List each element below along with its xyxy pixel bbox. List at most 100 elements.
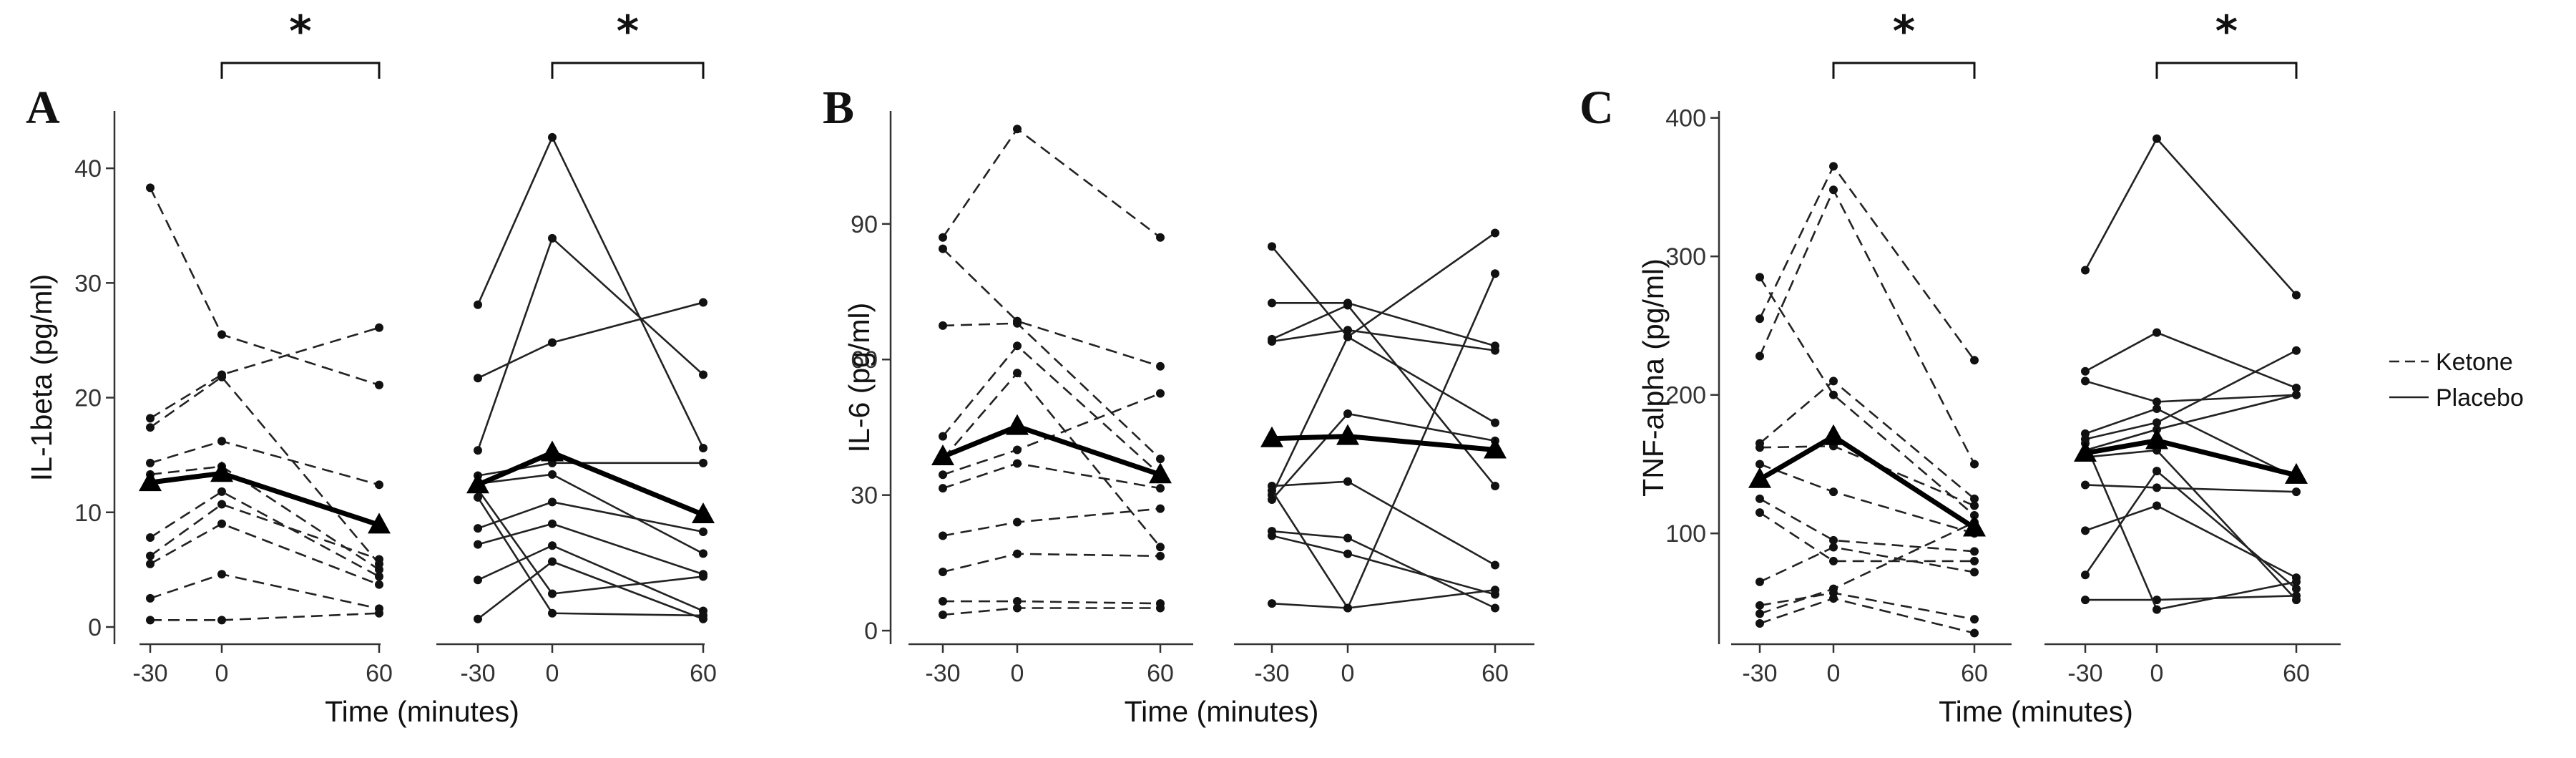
subject-line — [942, 607, 1160, 616]
x-tick-label: 0 — [2150, 660, 2164, 687]
data-point — [217, 616, 226, 625]
subject-line — [476, 488, 704, 595]
x-tick-label: 60 — [1482, 660, 1509, 687]
data-point — [1013, 445, 1022, 455]
data-point — [2153, 418, 2161, 427]
data-point — [2292, 384, 2301, 393]
subject-line — [1271, 303, 1497, 487]
x-axis-title: Time (minutes) — [1125, 695, 1319, 728]
data-point — [2292, 584, 2301, 593]
data-point — [1829, 390, 1838, 399]
mean-marker — [1149, 462, 1172, 484]
data-point — [1156, 361, 1165, 371]
subject-line — [1758, 276, 1975, 517]
subject-line — [942, 462, 1161, 490]
data-point — [474, 300, 482, 309]
data-point — [1156, 543, 1165, 552]
data-point — [146, 183, 155, 193]
data-point — [1829, 487, 1838, 497]
data-point — [375, 480, 383, 490]
data-point — [2292, 291, 2301, 300]
series-ketone — [139, 183, 391, 625]
data-point — [1829, 556, 1838, 565]
data-point — [2153, 134, 2161, 143]
mean-marker — [466, 472, 489, 494]
data-point — [1970, 494, 1979, 503]
data-point — [699, 298, 707, 307]
panel-letter: B — [823, 82, 854, 134]
mean-marker — [210, 461, 233, 482]
subject-line — [942, 248, 1161, 367]
data-point — [1156, 233, 1165, 242]
subject-line — [1759, 597, 1975, 634]
x-tick-label: -30 — [1254, 660, 1289, 687]
data-point — [939, 244, 947, 253]
mean-marker — [541, 440, 564, 462]
mean-marker — [1260, 426, 1283, 447]
data-point — [548, 519, 557, 528]
x-tick-label: 60 — [1147, 660, 1174, 687]
data-point — [474, 524, 482, 533]
data-point — [2081, 526, 2090, 535]
data-point — [217, 487, 226, 496]
data-point — [1268, 242, 1276, 251]
panel-c: C 100 200 300 400 TNF-alpha (pg/ml) -30 0 60 -30 0… — [1580, 6, 2341, 728]
y-tick-label: 40 — [74, 155, 102, 183]
subject-line — [942, 371, 1162, 548]
data-point — [1343, 301, 1352, 310]
data-point — [699, 527, 707, 536]
subject-line — [1270, 232, 1496, 496]
subject-line — [1271, 535, 1496, 596]
data-point — [375, 572, 383, 581]
data-point — [1013, 549, 1022, 558]
data-point — [2153, 605, 2161, 614]
data-point — [1268, 531, 1276, 540]
data-point — [2153, 483, 2161, 492]
data-point — [1755, 314, 1764, 324]
x-tick-label: -30 — [2067, 660, 2102, 687]
x-tick-label: 60 — [2283, 660, 2310, 687]
mean-marker — [2285, 462, 2308, 484]
data-point — [1970, 501, 1979, 510]
data-point — [1755, 508, 1764, 518]
subject-line — [149, 187, 380, 387]
data-point — [146, 533, 155, 542]
data-point — [939, 597, 947, 606]
subject-line — [150, 465, 380, 570]
data-point — [1013, 319, 1022, 328]
data-point — [375, 380, 383, 389]
data-point — [699, 444, 707, 453]
data-point — [939, 531, 947, 540]
data-point — [2081, 376, 2090, 386]
y-axis-title: TNF-alpha (pg/ml) — [1637, 258, 1670, 497]
series-placebo — [466, 132, 715, 623]
data-point — [1970, 460, 1979, 469]
subject-line — [2085, 594, 2297, 601]
subject-line — [477, 473, 704, 555]
data-point — [1755, 443, 1764, 452]
data-point — [217, 500, 226, 509]
legend: Ketone Placebo — [2389, 349, 2524, 412]
data-point — [1491, 269, 1499, 278]
data-point — [1970, 556, 1979, 565]
mean-line — [1271, 434, 1496, 453]
data-point — [548, 233, 557, 243]
data-point — [1755, 577, 1764, 586]
data-point — [1013, 597, 1022, 606]
data-point — [1970, 547, 1979, 556]
subject-line — [1759, 546, 1975, 583]
data-point — [1829, 185, 1838, 195]
data-point — [548, 132, 557, 142]
data-point — [1013, 603, 1022, 613]
data-point — [1491, 560, 1499, 570]
data-point — [1755, 494, 1764, 503]
subject-line — [1759, 444, 1975, 507]
data-point — [1268, 599, 1276, 608]
data-point — [1755, 351, 1764, 361]
data-point — [1829, 594, 1838, 603]
x-tick-label: 60 — [366, 660, 393, 687]
legend-label: Ketone — [2436, 349, 2513, 376]
data-point — [474, 614, 482, 623]
data-point — [1343, 533, 1352, 543]
x-axis-title: Time (minutes) — [325, 695, 519, 728]
